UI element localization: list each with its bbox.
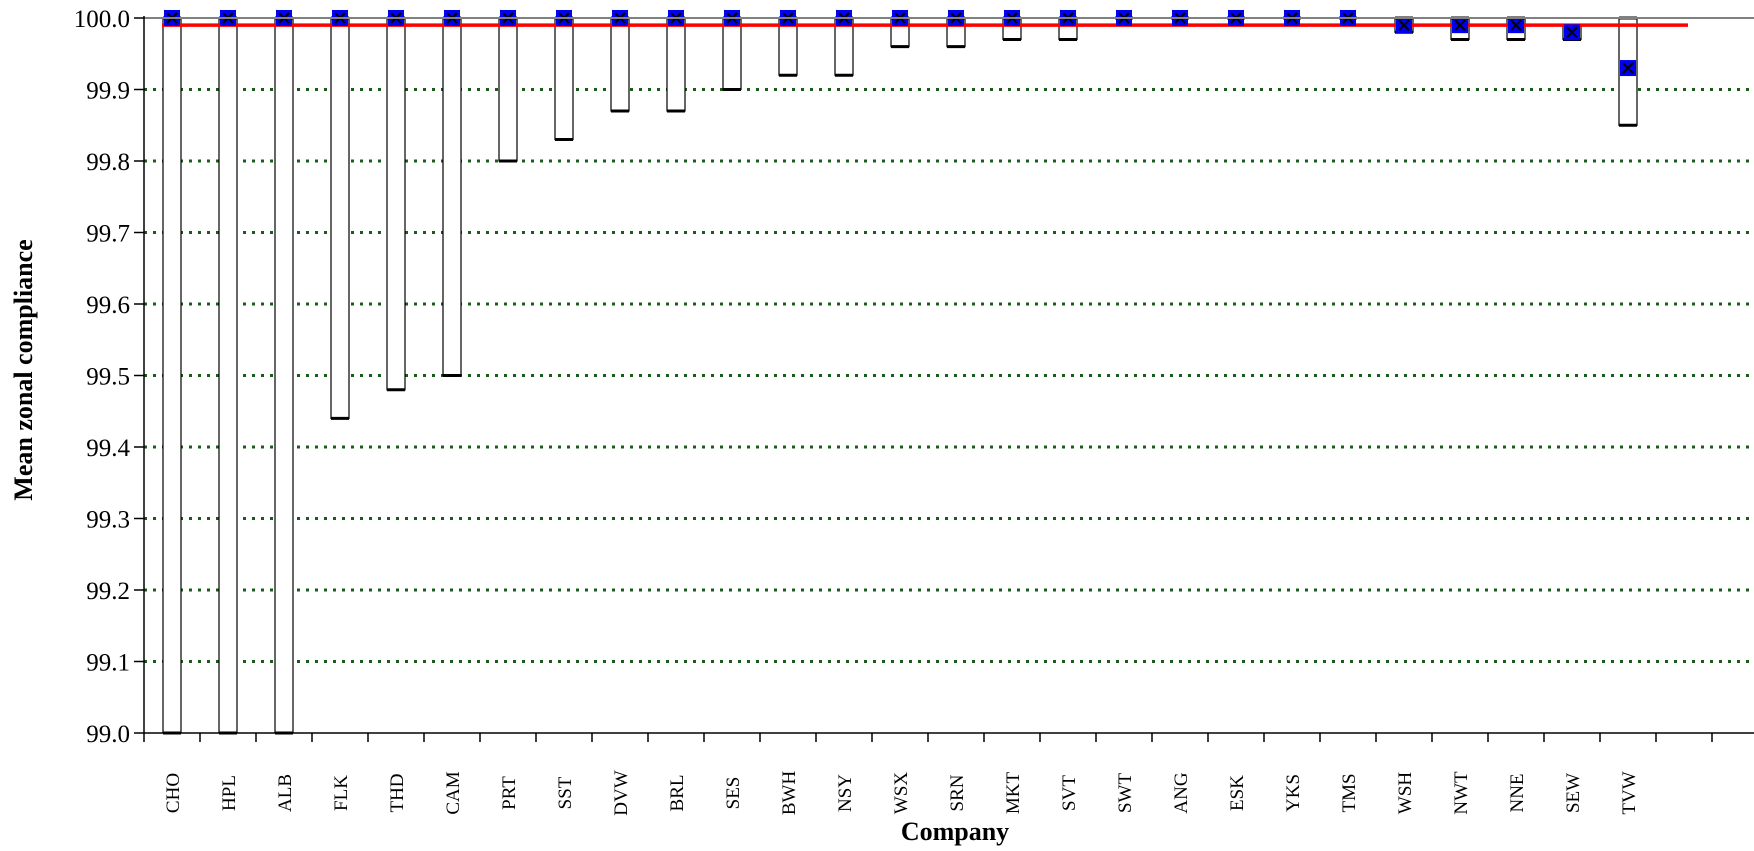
x-tick-label: ANG (1171, 772, 1192, 813)
y-tick-label: 99.0 (86, 721, 130, 748)
x-tick-label: CHO (163, 773, 184, 813)
x-axis-label: Company (901, 817, 1009, 846)
y-tick-label: 99.7 (86, 221, 130, 248)
box (386, 17, 406, 391)
x-tick-label: FLK (331, 775, 352, 811)
x-tick-label: SRN (947, 774, 968, 811)
box (498, 17, 518, 162)
box (554, 17, 574, 141)
x-tick-label: TVW (1619, 771, 1640, 814)
y-tick-label: 100.0 (74, 6, 130, 33)
x-tick-label: BWH (779, 771, 800, 816)
x-tick-label: SWT (1115, 773, 1136, 814)
x-tick-label: DVW (611, 770, 632, 815)
box (218, 17, 238, 734)
x-tick-label: NNE (1507, 773, 1528, 812)
x-tick-labels: CHO HPL ALB FLK THD CAM PRT SST DVW BRL SES BWH NSY W… (163, 770, 1640, 815)
mean-marker-x (1398, 19, 1410, 31)
y-tick-label: 99.8 (86, 149, 130, 176)
x-tick-label: NSY (835, 774, 856, 812)
y-tick-label: 99.6 (86, 292, 130, 319)
x-tick-label: SEW (1563, 773, 1584, 813)
y-tick-label: 99.2 (86, 578, 130, 605)
x-tick-label: SES (723, 777, 744, 810)
y-tick-label: 99.1 (86, 650, 130, 677)
mean-marker-x (1510, 19, 1522, 31)
x-tick-label: WSX (891, 772, 912, 815)
gridlines (144, 88, 1754, 663)
mean-marker-x (1454, 19, 1466, 31)
mean-marker-x (1566, 26, 1578, 39)
y-tick-label: 99.9 (86, 78, 130, 105)
x-tick-label: TMS (1339, 773, 1360, 812)
x-tick-label: THD (387, 773, 408, 812)
box (274, 17, 294, 734)
y-tick-labels: 99.0 99.1 99.2 99.3 99.4 99.5 99.6 99.7 99.8 99.9… (74, 6, 131, 748)
boxes (162, 16, 1638, 735)
x-tick-label: ESK (1227, 775, 1248, 811)
box (162, 17, 182, 734)
x-tick-label: HPL (219, 775, 240, 811)
box (442, 17, 462, 377)
box (610, 17, 630, 112)
x-tick-label: SVT (1059, 775, 1080, 811)
box (330, 17, 350, 419)
x-tick-label: SST (555, 776, 576, 809)
y-tick-label: 99.3 (86, 507, 130, 534)
x-tick-label: CAM (443, 771, 464, 814)
box (666, 17, 686, 112)
x-tick-label: ALB (275, 774, 296, 812)
x-tick-label: NWT (1451, 771, 1472, 815)
box (722, 17, 742, 91)
y-tick-label: 99.5 (86, 364, 130, 391)
x-tick-label: PRT (499, 776, 520, 810)
y-tick-label: 99.4 (86, 435, 130, 462)
mean-marker-x (1622, 62, 1634, 74)
x-tick-label: YKS (1283, 774, 1304, 812)
x-tick-label: WSH (1395, 772, 1416, 815)
x-tick-label: BRL (667, 775, 688, 812)
x-tick-label: MKT (1003, 772, 1024, 815)
axes (134, 16, 1754, 742)
y-axis-label: Mean zonal compliance (9, 239, 38, 500)
